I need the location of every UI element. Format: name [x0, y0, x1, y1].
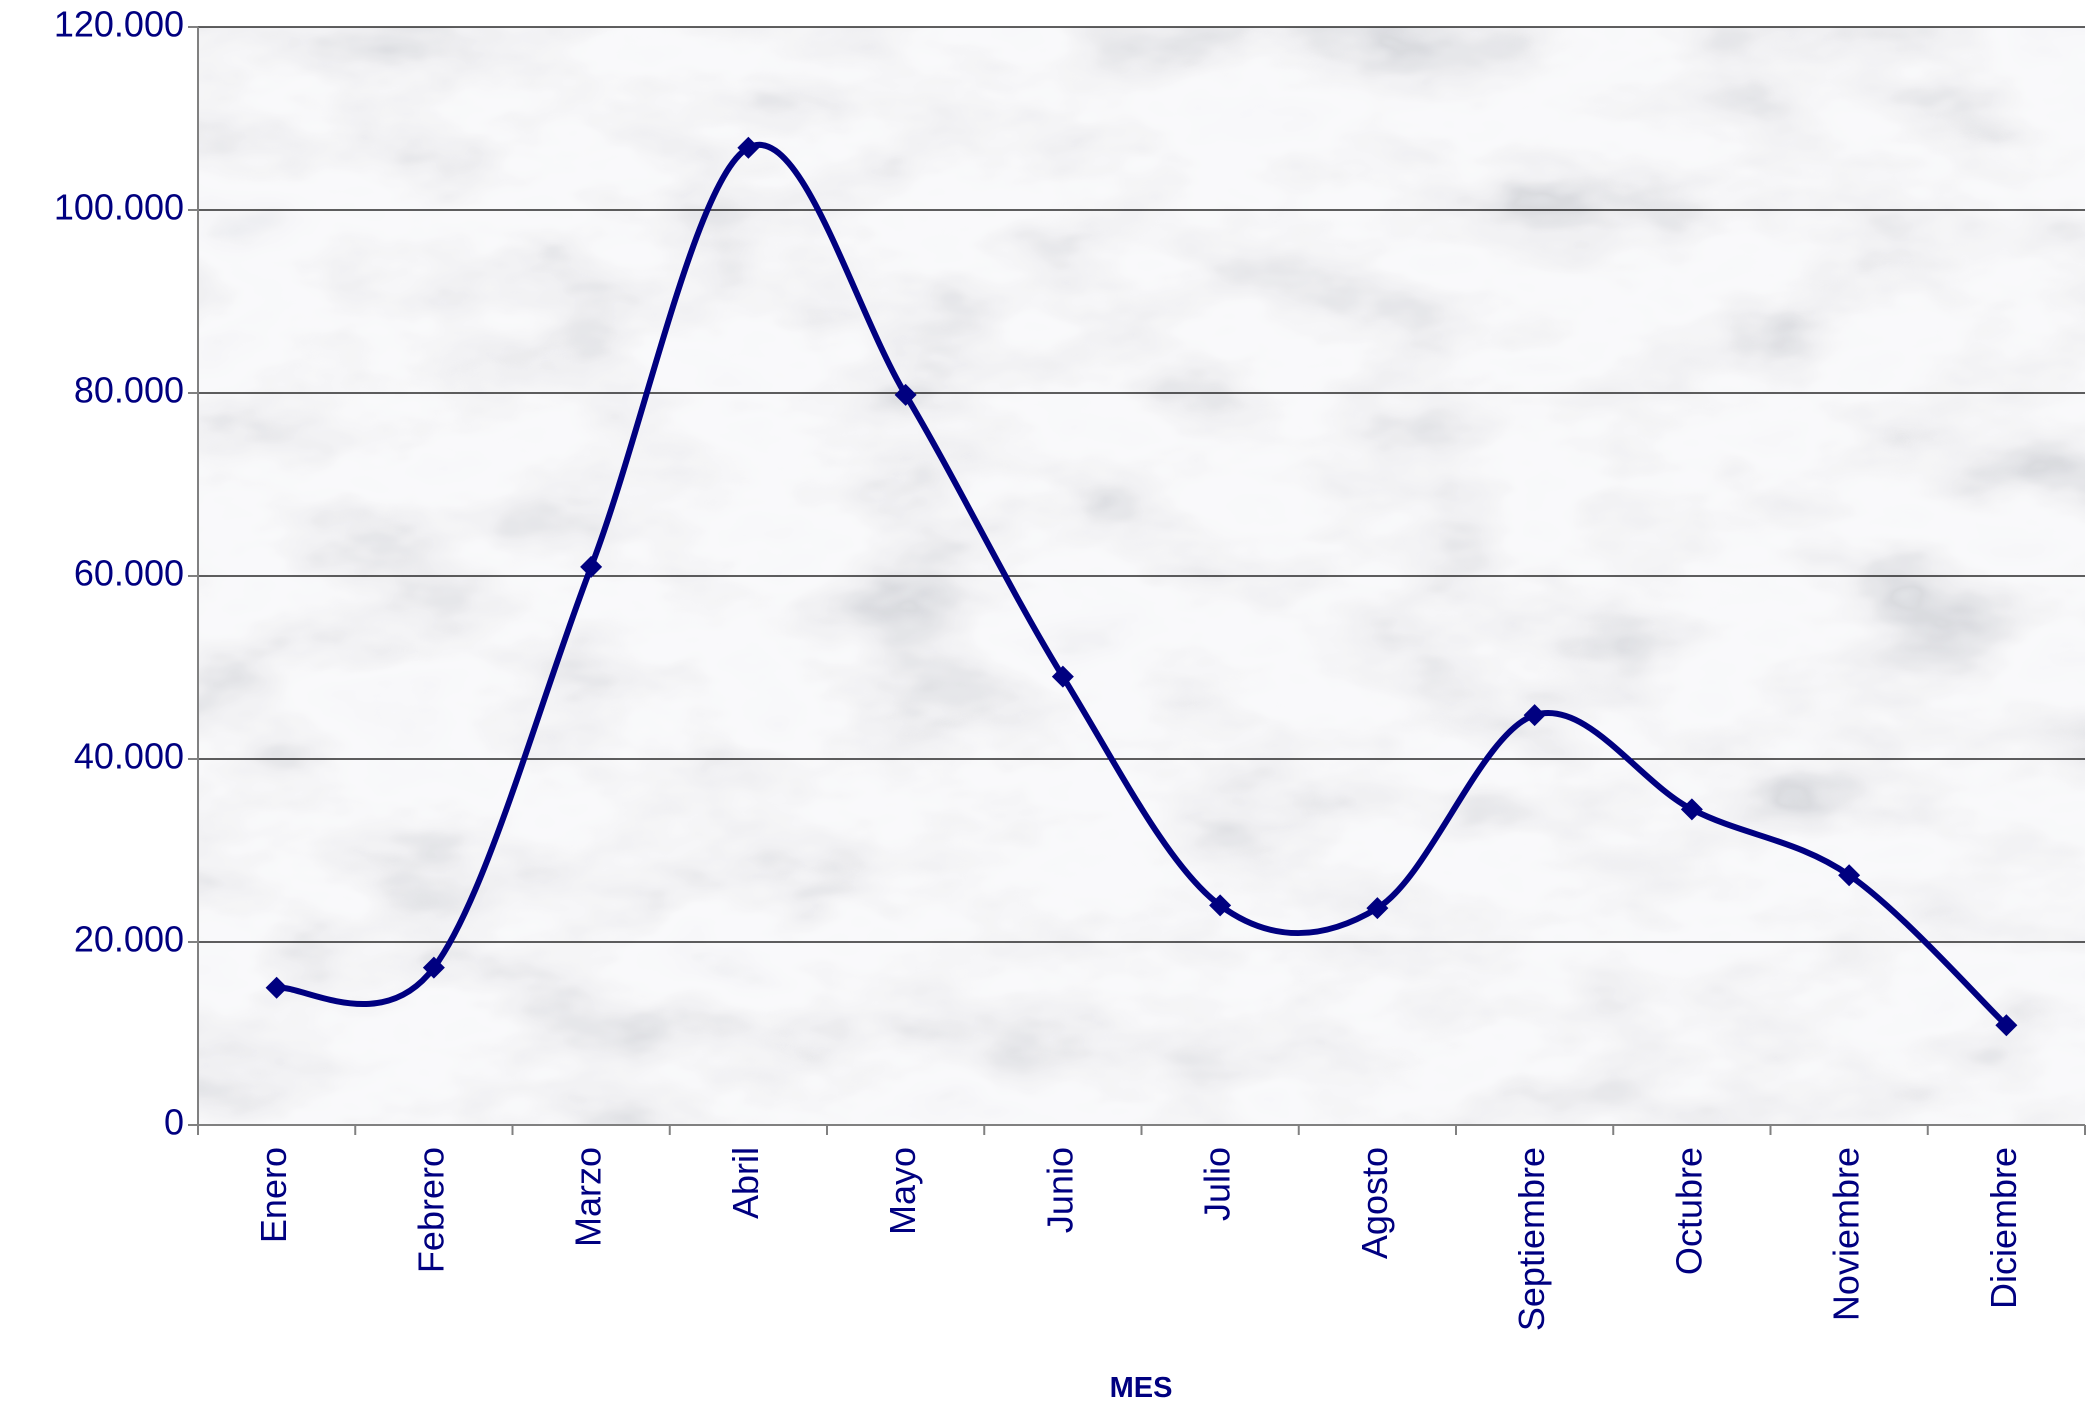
x-tick-label-septiembre: Septiembre: [1511, 1147, 1552, 1331]
x-tick-label-mayo: Mayo: [882, 1147, 923, 1235]
y-tick-label-2: 40.000: [74, 736, 184, 777]
x-tick-label-diciembre: Diciembre: [1983, 1147, 2024, 1309]
y-tick-label-0: 0: [164, 1102, 184, 1143]
data-point-julio: [1209, 894, 1232, 917]
x-tick-label-marzo: Marzo: [568, 1147, 609, 1247]
y-tick-label-6: 120.000: [54, 4, 184, 45]
x-tick-label-julio: Julio: [1197, 1147, 1238, 1221]
x-tick-label-agosto: Agosto: [1354, 1147, 1395, 1259]
data-point-diciembre: [1995, 1014, 2018, 1037]
data-point-enero: [265, 976, 288, 999]
x-tick-label-octubre: Octubre: [1668, 1147, 1709, 1275]
y-tick-label-1: 20.000: [74, 919, 184, 960]
gridlines: [198, 26, 2085, 943]
x-tick-label-abril: Abril: [725, 1147, 766, 1219]
data-point-septiembre: [1523, 704, 1546, 727]
data-point-agosto: [1366, 897, 1389, 920]
data-point-noviembre: [1838, 864, 1861, 887]
series: [265, 136, 2018, 1037]
y-tick-label-4: 80.000: [74, 370, 184, 411]
tick-labels: 0 20.000 40.000 60.000 80.000 100.000 120.000 E…: [54, 4, 2024, 1332]
data-point-febrero: [422, 956, 445, 979]
x-axis-title: MES: [1110, 1372, 1173, 1404]
data-point-abril: [737, 136, 760, 159]
x-tick-label-enero: Enero: [253, 1147, 294, 1243]
data-point-marzo: [580, 555, 603, 578]
x-tick-label-noviembre: Noviembre: [1826, 1147, 1867, 1321]
y-tick-label-3: 60.000: [74, 553, 184, 594]
data-point-mayo: [894, 383, 917, 406]
y-tick-label-5: 100.000: [54, 187, 184, 228]
axes: [188, 26, 2086, 1135]
x-tick-label-febrero: Febrero: [410, 1147, 451, 1273]
data-point-junio: [1051, 665, 1074, 688]
x-tick-label-junio: Junio: [1039, 1147, 1080, 1233]
data-point-octubre: [1680, 798, 1703, 821]
